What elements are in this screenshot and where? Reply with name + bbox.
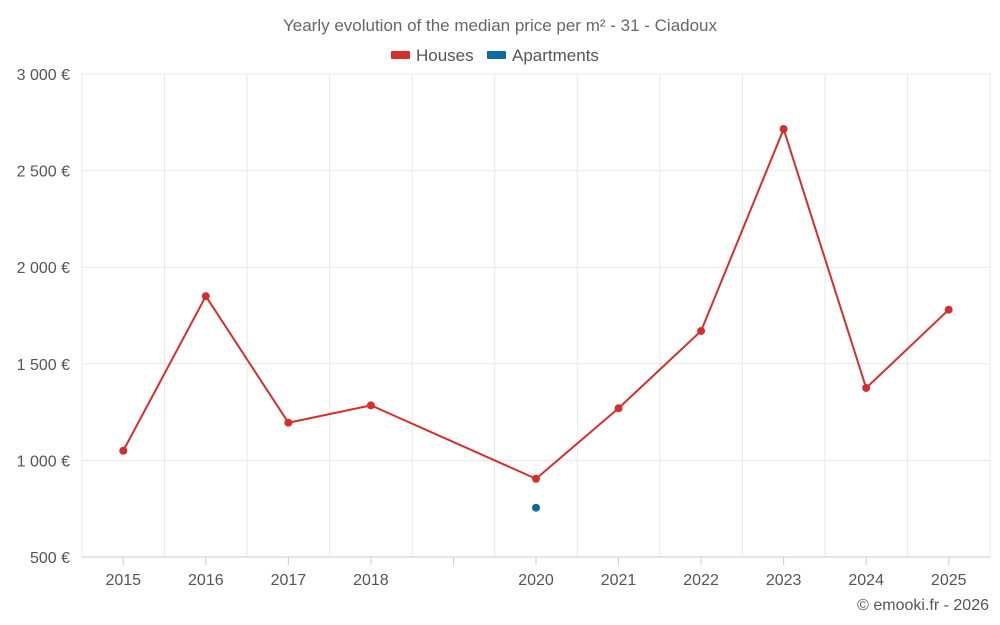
legend-swatch — [391, 51, 410, 59]
legend: Houses Apartments — [391, 46, 599, 65]
data-point-houses-2017[interactable] — [284, 418, 293, 427]
x-tick-label-2025: 2025 — [931, 572, 967, 589]
y-tick-label: 1 000 € — [17, 453, 70, 470]
x-axis-ticks: 2015 2016 2017 2018 2020 2021 2022 2023 2024 2025 — [105, 557, 967, 589]
x-tick-label-2020: 2020 — [518, 572, 554, 589]
legend-item-apartments[interactable]: Apartments — [487, 46, 599, 65]
data-point-apartments-2020[interactable] — [532, 503, 540, 512]
y-tick-label: 3 000 € — [17, 67, 70, 84]
legend-item-houses[interactable]: Houses — [391, 46, 474, 65]
data-point-houses-2025[interactable] — [944, 305, 953, 314]
credit-text: © emooki.fr - 2026 — [857, 597, 989, 614]
y-axis-ticks: 500 € 1 000 € 1 500 € 2 000 € 2 500 € 3 000 € — [17, 67, 70, 567]
x-tick-label-2022: 2022 — [683, 572, 719, 589]
data-point-houses-2016[interactable] — [201, 292, 210, 301]
x-tick-label-2015: 2015 — [105, 572, 141, 589]
x-tick-label-2024: 2024 — [848, 572, 884, 589]
data-point-houses-2023[interactable] — [779, 125, 788, 134]
data-point-houses-2022[interactable] — [697, 326, 706, 335]
data-point-houses-2024[interactable] — [862, 383, 871, 392]
legend-label: Houses — [416, 46, 474, 65]
series-layer — [119, 125, 953, 512]
y-tick-label: 500 € — [30, 550, 70, 567]
x-tick-label-2023: 2023 — [766, 572, 802, 589]
x-tick-label-2018: 2018 — [353, 572, 389, 589]
series-apartments — [532, 503, 540, 512]
legend-swatch — [487, 51, 506, 59]
series-line-houses — [122, 128, 950, 480]
y-tick-label: 2 000 € — [17, 260, 70, 277]
x-tick-label-2016: 2016 — [188, 572, 224, 589]
data-point-houses-2020[interactable] — [532, 474, 540, 483]
y-tick-label: 2 500 € — [17, 164, 70, 181]
data-point-houses-2015[interactable] — [119, 446, 128, 455]
chart-title: Yearly evolution of the median price per… — [283, 16, 718, 35]
data-point-houses-2018[interactable] — [366, 401, 375, 410]
x-tick-label-2017: 2017 — [271, 572, 307, 589]
legend-label: Apartments — [512, 46, 599, 65]
y-tick-label: 1 500 € — [17, 357, 70, 374]
series-houses — [119, 125, 953, 483]
data-point-houses-2021[interactable] — [614, 404, 623, 413]
x-tick-label-2021: 2021 — [601, 572, 637, 589]
